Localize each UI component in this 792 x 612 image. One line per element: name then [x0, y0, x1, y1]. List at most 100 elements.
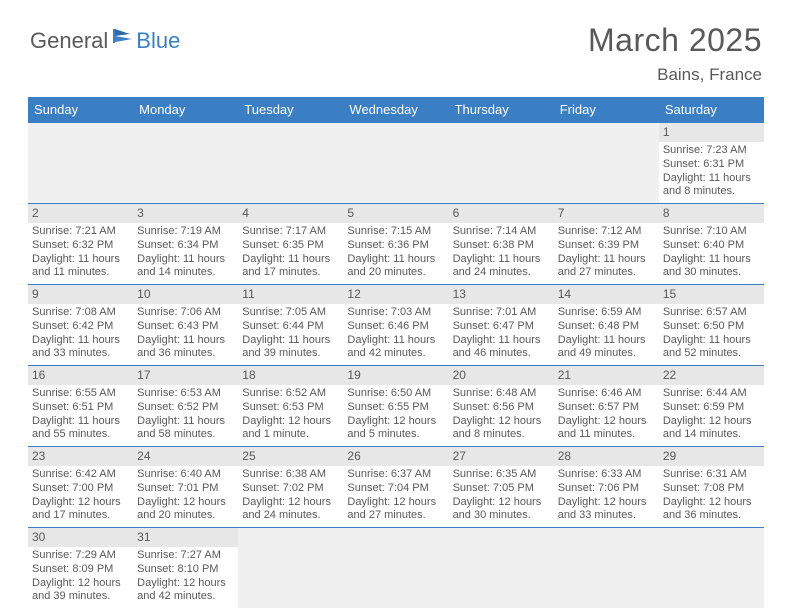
daylight-text: Daylight: 11 hours and 8 minutes.: [663, 172, 760, 200]
daylight-text: Daylight: 12 hours and 39 minutes.: [32, 577, 129, 605]
dayheader-sunday: Sunday: [28, 97, 133, 122]
dayheader-wednesday: Wednesday: [343, 97, 448, 122]
week-row: 9Sunrise: 7:08 AMSunset: 6:42 PMDaylight…: [28, 284, 764, 365]
sunset-text: Sunset: 6:57 PM: [558, 401, 655, 415]
sunrise-text: Sunrise: 7:23 AM: [663, 144, 760, 158]
day-cell: 5Sunrise: 7:15 AMSunset: 6:36 PMDaylight…: [343, 204, 448, 284]
day-number: 22: [659, 366, 764, 385]
sunset-text: Sunset: 6:36 PM: [347, 239, 444, 253]
daylight-text: Daylight: 11 hours and 49 minutes.: [558, 334, 655, 362]
daylight-text: Daylight: 12 hours and 1 minute.: [242, 415, 339, 443]
day-cell: 25Sunrise: 6:38 AMSunset: 7:02 PMDayligh…: [238, 447, 343, 527]
day-cell: 11Sunrise: 7:05 AMSunset: 6:44 PMDayligh…: [238, 285, 343, 365]
day-number: 19: [343, 366, 448, 385]
day-number: 27: [449, 447, 554, 466]
daylight-text: Daylight: 11 hours and 30 minutes.: [663, 253, 760, 281]
title-block: March 2025 Bains, France: [588, 22, 762, 85]
day-number: 21: [554, 366, 659, 385]
sunset-text: Sunset: 6:40 PM: [663, 239, 760, 253]
sunset-text: Sunset: 6:47 PM: [453, 320, 550, 334]
day-number: 3: [133, 204, 238, 223]
day-number: 2: [28, 204, 133, 223]
daylight-text: Daylight: 11 hours and 27 minutes.: [558, 253, 655, 281]
dayheader-friday: Friday: [554, 97, 659, 122]
sunrise-text: Sunrise: 6:52 AM: [242, 387, 339, 401]
sunset-text: Sunset: 6:42 PM: [32, 320, 129, 334]
sunrise-text: Sunrise: 6:53 AM: [137, 387, 234, 401]
daylight-text: Daylight: 12 hours and 27 minutes.: [347, 496, 444, 524]
sunset-text: Sunset: 6:51 PM: [32, 401, 129, 415]
day-number: 28: [554, 447, 659, 466]
day-cell: 30Sunrise: 7:29 AMSunset: 8:09 PMDayligh…: [28, 528, 133, 608]
sunrise-text: Sunrise: 6:40 AM: [137, 468, 234, 482]
sunrise-text: Sunrise: 7:19 AM: [137, 225, 234, 239]
sunset-text: Sunset: 6:46 PM: [347, 320, 444, 334]
sunrise-text: Sunrise: 7:21 AM: [32, 225, 129, 239]
blank-cell: [238, 528, 343, 608]
dayheader-tuesday: Tuesday: [238, 97, 343, 122]
dayheader-saturday: Saturday: [659, 97, 764, 122]
blank-cell: [28, 123, 133, 203]
logo: General Blue: [30, 28, 180, 54]
day-cell: 29Sunrise: 6:31 AMSunset: 7:08 PMDayligh…: [659, 447, 764, 527]
daylight-text: Daylight: 12 hours and 8 minutes.: [453, 415, 550, 443]
daylight-text: Daylight: 11 hours and 46 minutes.: [453, 334, 550, 362]
daylight-text: Daylight: 12 hours and 20 minutes.: [137, 496, 234, 524]
day-cell: 13Sunrise: 7:01 AMSunset: 6:47 PMDayligh…: [449, 285, 554, 365]
sunrise-text: Sunrise: 7:29 AM: [32, 549, 129, 563]
sunrise-text: Sunrise: 7:08 AM: [32, 306, 129, 320]
sunset-text: Sunset: 6:48 PM: [558, 320, 655, 334]
page-title: March 2025: [588, 22, 762, 59]
sunset-text: Sunset: 6:52 PM: [137, 401, 234, 415]
sunrise-text: Sunrise: 7:14 AM: [453, 225, 550, 239]
sunset-text: Sunset: 6:43 PM: [137, 320, 234, 334]
day-cell: 20Sunrise: 6:48 AMSunset: 6:56 PMDayligh…: [449, 366, 554, 446]
sunset-text: Sunset: 7:02 PM: [242, 482, 339, 496]
sunrise-text: Sunrise: 6:50 AM: [347, 387, 444, 401]
day-number: 26: [343, 447, 448, 466]
day-cell: 12Sunrise: 7:03 AMSunset: 6:46 PMDayligh…: [343, 285, 448, 365]
daylight-text: Daylight: 11 hours and 24 minutes.: [453, 253, 550, 281]
day-cell: 14Sunrise: 6:59 AMSunset: 6:48 PMDayligh…: [554, 285, 659, 365]
dayheader-thursday: Thursday: [449, 97, 554, 122]
daylight-text: Daylight: 11 hours and 52 minutes.: [663, 334, 760, 362]
day-cell: 21Sunrise: 6:46 AMSunset: 6:57 PMDayligh…: [554, 366, 659, 446]
sunrise-text: Sunrise: 6:33 AM: [558, 468, 655, 482]
week-row: 1Sunrise: 7:23 AMSunset: 6:31 PMDaylight…: [28, 122, 764, 203]
day-number: 17: [133, 366, 238, 385]
sunrise-text: Sunrise: 7:01 AM: [453, 306, 550, 320]
sunset-text: Sunset: 6:59 PM: [663, 401, 760, 415]
day-number: 30: [28, 528, 133, 547]
day-number: 12: [343, 285, 448, 304]
logo-text-a: General: [30, 28, 108, 54]
week-row: 30Sunrise: 7:29 AMSunset: 8:09 PMDayligh…: [28, 527, 764, 608]
daylight-text: Daylight: 12 hours and 5 minutes.: [347, 415, 444, 443]
sunset-text: Sunset: 8:10 PM: [137, 563, 234, 577]
day-cell: 18Sunrise: 6:52 AMSunset: 6:53 PMDayligh…: [238, 366, 343, 446]
sunrise-text: Sunrise: 6:37 AM: [347, 468, 444, 482]
sunrise-text: Sunrise: 6:35 AM: [453, 468, 550, 482]
sunset-text: Sunset: 6:35 PM: [242, 239, 339, 253]
day-cell: 6Sunrise: 7:14 AMSunset: 6:38 PMDaylight…: [449, 204, 554, 284]
dayheader-monday: Monday: [133, 97, 238, 122]
sunrise-text: Sunrise: 6:55 AM: [32, 387, 129, 401]
day-number: 9: [28, 285, 133, 304]
day-cell: 28Sunrise: 6:33 AMSunset: 7:06 PMDayligh…: [554, 447, 659, 527]
sunset-text: Sunset: 6:50 PM: [663, 320, 760, 334]
daylight-text: Daylight: 12 hours and 42 minutes.: [137, 577, 234, 605]
daylight-text: Daylight: 11 hours and 14 minutes.: [137, 253, 234, 281]
daylight-text: Daylight: 11 hours and 33 minutes.: [32, 334, 129, 362]
daylight-text: Daylight: 12 hours and 14 minutes.: [663, 415, 760, 443]
blank-cell: [343, 123, 448, 203]
day-cell: 15Sunrise: 6:57 AMSunset: 6:50 PMDayligh…: [659, 285, 764, 365]
day-number: 16: [28, 366, 133, 385]
day-number: 1: [659, 123, 764, 142]
blank-cell: [343, 528, 448, 608]
day-number: 11: [238, 285, 343, 304]
sunset-text: Sunset: 6:39 PM: [558, 239, 655, 253]
daylight-text: Daylight: 11 hours and 17 minutes.: [242, 253, 339, 281]
day-cell: 19Sunrise: 6:50 AMSunset: 6:55 PMDayligh…: [343, 366, 448, 446]
day-cell: 8Sunrise: 7:10 AMSunset: 6:40 PMDaylight…: [659, 204, 764, 284]
sunrise-text: Sunrise: 6:59 AM: [558, 306, 655, 320]
sunset-text: Sunset: 6:38 PM: [453, 239, 550, 253]
